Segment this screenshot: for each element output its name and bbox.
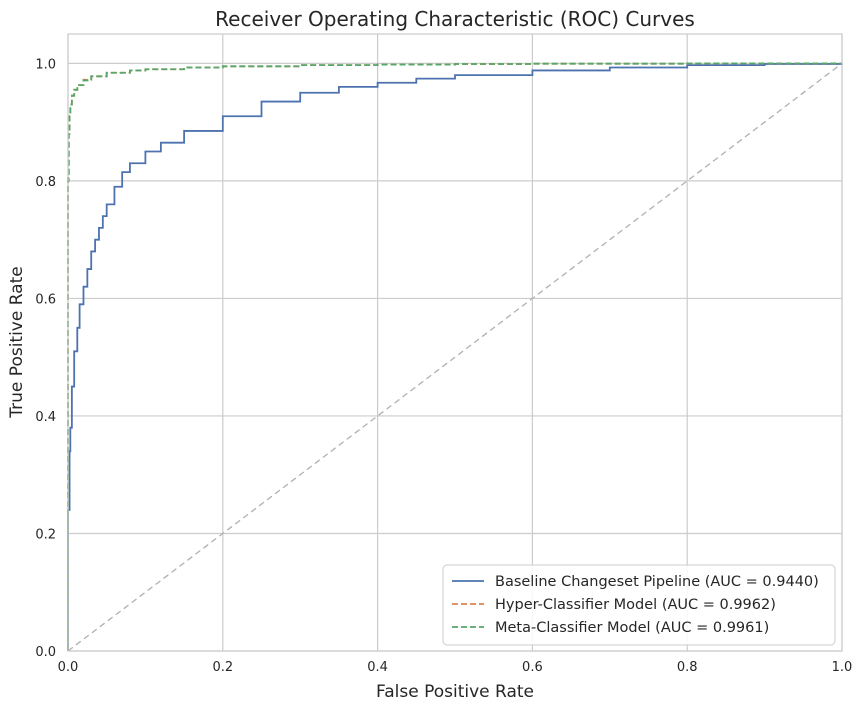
roc-line-meta-classifier — [67, 62, 842, 651]
tick-labels: 0.0 0.2 0.4 0.6 0.8 1.0 0.0 0.2 0.4 0.6 0.8 1.0 — [35, 57, 852, 675]
x-tick-label: 0.6 — [522, 660, 543, 675]
y-tick-label: 0.4 — [35, 410, 56, 425]
grid-lines — [67, 34, 843, 652]
legend-label: Baseline Changeset Pipeline (AUC = 0.944… — [495, 574, 819, 590]
legend-items: Baseline Changeset Pipeline (AUC = 0.944… — [452, 574, 819, 636]
plot-frame — [67, 33, 843, 652]
legend-box — [442, 564, 836, 646]
reference-line — [67, 62, 843, 652]
x-tick-label: 0.2 — [212, 660, 233, 675]
roc-series — [67, 62, 843, 651]
y-tick-label: 1.0 — [35, 57, 56, 72]
x-axis-label: False Positive Rate — [376, 682, 534, 702]
x-tick-label: 1.0 — [832, 660, 853, 675]
y-tick-label: 0.8 — [35, 175, 56, 190]
y-tick-label: 0.6 — [35, 292, 56, 307]
x-tick-label: 0.0 — [58, 660, 79, 675]
legend-label: Hyper-Classifier Model (AUC = 0.9962) — [495, 597, 776, 613]
roc-line-baseline — [67, 63, 843, 651]
y-tick-label: 0.0 — [35, 645, 56, 660]
legend-label: Meta-Classifier Model (AUC = 0.9961) — [495, 620, 769, 636]
reference-diagonal — [67, 62, 843, 652]
x-tick-label: 0.4 — [367, 660, 388, 675]
y-tick-label: 0.2 — [35, 527, 56, 542]
chart-title: Receiver Operating Characteristic (ROC) … — [215, 7, 695, 31]
legend: Baseline Changeset Pipeline (AUC = 0.944… — [442, 564, 836, 646]
y-axis-label: True Positive Rate — [7, 266, 27, 418]
x-tick-label: 0.8 — [677, 660, 698, 675]
